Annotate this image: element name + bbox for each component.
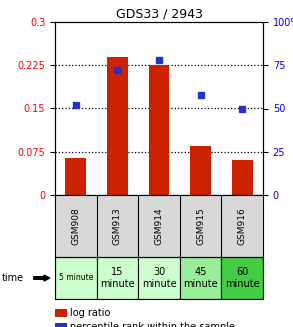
Bar: [107, 57, 128, 195]
Bar: [149, 65, 169, 195]
Bar: [97, 257, 138, 299]
Text: 45
minute: 45 minute: [183, 267, 218, 289]
Bar: [222, 257, 263, 299]
Text: time: time: [1, 273, 24, 283]
Bar: [180, 257, 222, 299]
Text: GSM908: GSM908: [71, 207, 80, 245]
Text: 5 minute: 5 minute: [59, 273, 93, 283]
Bar: [138, 257, 180, 299]
Title: GDS33 / 2943: GDS33 / 2943: [115, 8, 202, 21]
Bar: [232, 161, 253, 195]
Text: GSM913: GSM913: [113, 207, 122, 245]
Text: GSM914: GSM914: [154, 207, 163, 245]
Text: log ratio: log ratio: [70, 308, 110, 318]
Text: 60
minute: 60 minute: [225, 267, 260, 289]
Bar: [190, 146, 211, 195]
Text: GSM916: GSM916: [238, 207, 247, 245]
Bar: [65, 158, 86, 195]
Text: GSM915: GSM915: [196, 207, 205, 245]
Text: percentile rank within the sample: percentile rank within the sample: [70, 322, 235, 327]
Bar: [55, 257, 97, 299]
Text: 15
minute: 15 minute: [100, 267, 135, 289]
Text: 30
minute: 30 minute: [142, 267, 176, 289]
